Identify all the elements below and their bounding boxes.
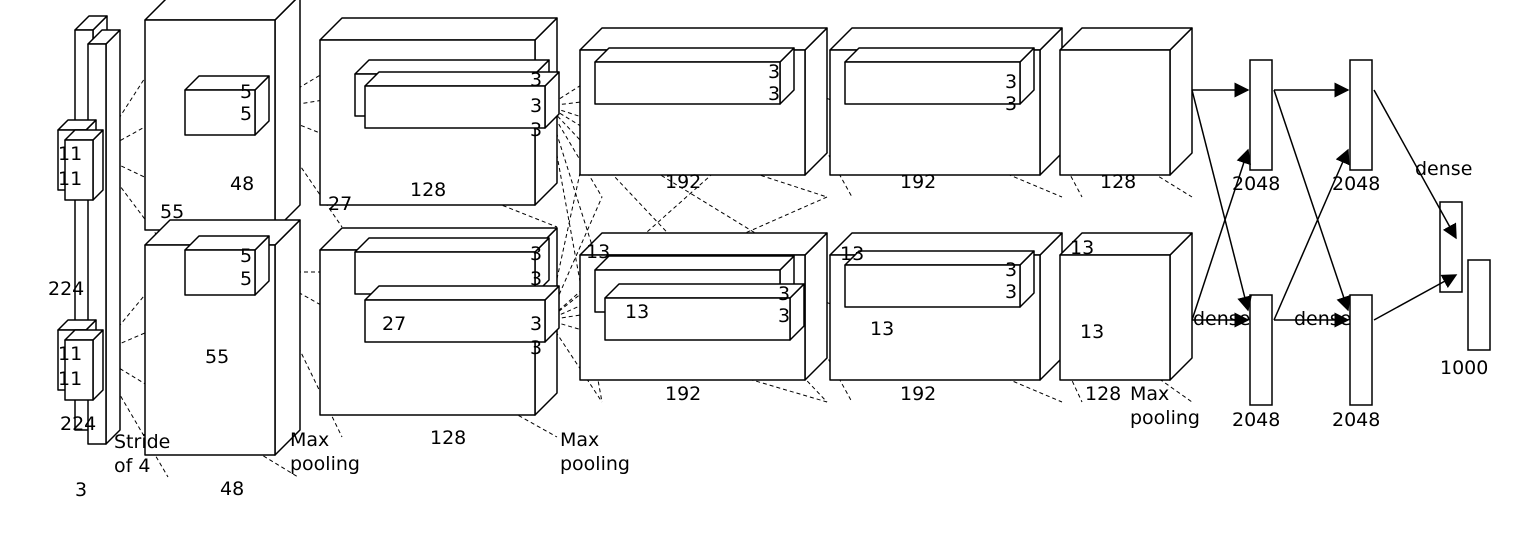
label: 128: [1100, 171, 1136, 193]
label: 11: [58, 168, 82, 190]
label: 5: [240, 268, 252, 290]
out_bot: [1468, 260, 1490, 350]
label: 128: [1085, 383, 1121, 405]
label: 128: [430, 427, 466, 449]
label: of 4: [114, 455, 150, 477]
label: 3: [530, 268, 542, 290]
label: 5: [240, 245, 252, 267]
label: 1000: [1440, 357, 1488, 379]
label: dense: [1294, 308, 1351, 330]
label: 3: [1005, 93, 1017, 115]
label: 11: [58, 368, 82, 390]
c5_top: [1060, 28, 1192, 175]
label: 3: [778, 305, 790, 327]
label: 5: [240, 103, 252, 125]
fc2_bot: [1350, 295, 1372, 405]
label: 224: [60, 413, 96, 435]
label: 3: [530, 313, 542, 335]
label: 3: [530, 95, 542, 117]
label: 3: [75, 479, 87, 501]
label: 13: [1080, 321, 1104, 343]
label: dense: [1193, 308, 1250, 330]
label: 11: [58, 143, 82, 165]
c3_patch_top: [595, 48, 794, 104]
label: 48: [220, 478, 244, 500]
label: 3: [530, 69, 542, 91]
label: 13: [840, 243, 864, 265]
label: 48: [230, 173, 254, 195]
label: 3: [768, 83, 780, 105]
label: 13: [625, 301, 649, 323]
label: 13: [586, 241, 610, 263]
label: 3: [1005, 259, 1017, 281]
c1_patch_top: [185, 76, 269, 135]
label: pooling: [290, 453, 360, 475]
label: 3: [768, 61, 780, 83]
label: Max: [290, 429, 329, 451]
label: 5: [240, 81, 252, 103]
dense-arrow: [1192, 90, 1248, 310]
dense-arrow: [1374, 275, 1456, 320]
label: 192: [900, 171, 936, 193]
label: 3: [778, 283, 790, 305]
label: 224: [48, 278, 84, 300]
c1_patch_bot: [185, 236, 269, 295]
label: 11: [58, 343, 82, 365]
label: 3: [1005, 281, 1017, 303]
label: 192: [665, 171, 701, 193]
label: Max: [560, 429, 599, 451]
label: 3: [1005, 71, 1017, 93]
label: dense: [1415, 158, 1472, 180]
label: 192: [900, 383, 936, 405]
label: 55: [205, 346, 229, 368]
label: 13: [870, 318, 894, 340]
label: 2048: [1232, 173, 1280, 195]
label: 3: [530, 119, 542, 141]
dense-arrow: [1274, 90, 1348, 310]
label: 55: [160, 201, 184, 223]
label: 27: [328, 193, 352, 215]
label: pooling: [560, 453, 630, 475]
label: 27: [382, 313, 406, 335]
alexnet-architecture-diagram: 111111112242243Strideof 4555548485555Max…: [0, 0, 1536, 534]
label: 2048: [1232, 409, 1280, 431]
fc2_top: [1350, 60, 1372, 170]
fc1_bot: [1250, 295, 1272, 405]
fc1_top: [1250, 60, 1272, 170]
label: Stride: [114, 431, 170, 453]
label: 3: [530, 243, 542, 265]
label: 3: [530, 337, 542, 359]
label: 128: [410, 179, 446, 201]
label: pooling: [1130, 407, 1200, 429]
label: 2048: [1332, 173, 1380, 195]
label: 192: [665, 383, 701, 405]
label: 2048: [1332, 409, 1380, 431]
label: 13: [1070, 237, 1094, 259]
label: Max: [1130, 383, 1169, 405]
